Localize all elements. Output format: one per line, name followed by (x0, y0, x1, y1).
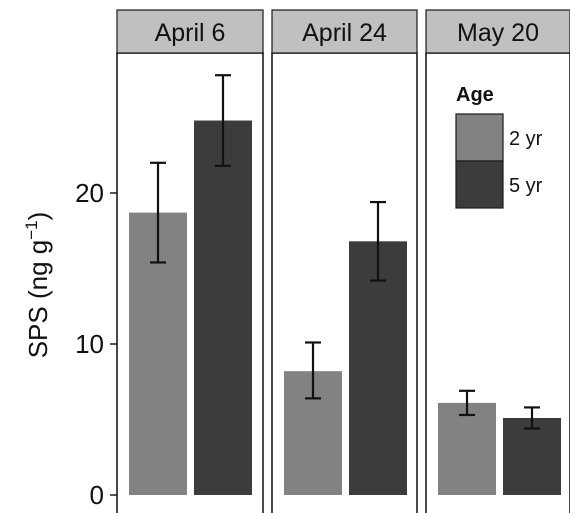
strip-background (271, 9, 418, 54)
strip-label: April 6 (155, 19, 226, 47)
bar (503, 417, 561, 495)
bar (194, 120, 252, 496)
facet-panel: April 6 (116, 9, 264, 513)
strip-background (425, 9, 570, 54)
y-axis-title-superscript: −1 (22, 220, 41, 239)
legend-title: Age (456, 84, 494, 106)
y-tick-label: 20 (75, 178, 104, 208)
legend-key (455, 160, 504, 209)
strip-label: April 24 (302, 19, 387, 47)
legend-label: 2 yr (509, 128, 543, 150)
strip-label: May 20 (457, 19, 539, 47)
y-axis-title-main: SPS (ng g (23, 240, 53, 359)
bar (349, 241, 407, 495)
facet-panel: April 24 (271, 9, 418, 513)
strip-background (116, 9, 264, 54)
facet-panel: May 20 (425, 9, 570, 513)
legend-label: 5 yr (509, 175, 543, 197)
y-axis-title: SPS (ng g−1) (22, 212, 53, 359)
y-tick-label: 10 (75, 329, 104, 359)
y-axis-title-close: ) (23, 212, 53, 221)
legend: Age 2 yr 5 yr (455, 84, 543, 209)
legend-key (455, 113, 504, 162)
y-axis: 0 10 20 (75, 178, 117, 510)
y-tick-label: 0 (90, 480, 104, 510)
panels: April 6 April 24 May 20 (116, 9, 570, 513)
bar (438, 402, 496, 495)
